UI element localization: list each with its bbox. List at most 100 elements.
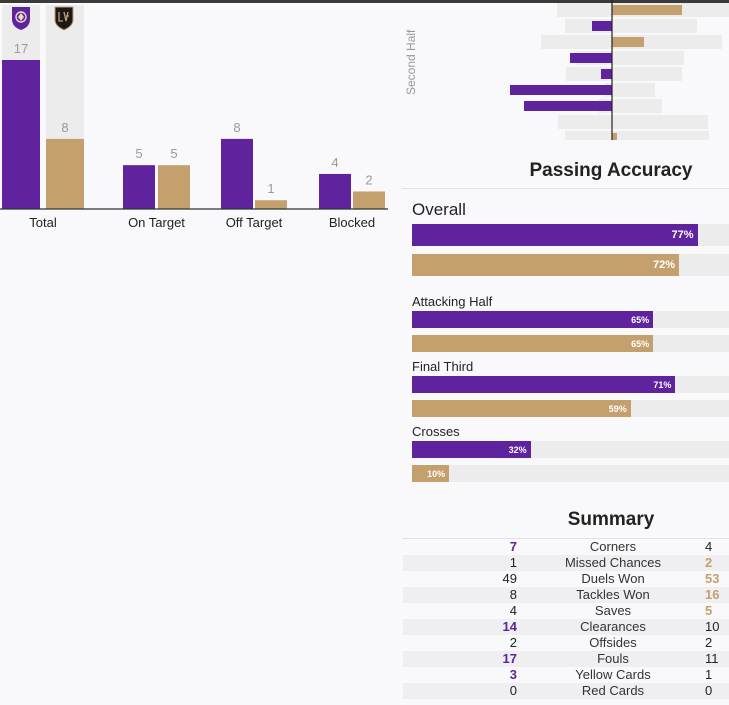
passing-group-label-2: Final Third	[412, 359, 474, 374]
shots-chart: 17 8 Total 5 5 On Target 8 1 Off Target 4 2 Blocked	[0, 5, 388, 230]
passing-value-home-1: 65%	[631, 314, 650, 325]
butterfly-track-away-1	[612, 19, 697, 33]
summary-row: 7 Corners 4	[403, 539, 729, 555]
butterfly-bar-home-6	[524, 101, 612, 111]
passing-group-label-3: Crosses	[412, 424, 460, 439]
summary-row: 2 Offsides 2	[403, 635, 729, 651]
summary-stat-label: Fouls	[597, 651, 629, 666]
butterfly-track-away-5	[612, 83, 655, 97]
passing-value-home-2: 71%	[653, 379, 672, 390]
summary-home-value: 3	[509, 667, 517, 682]
summary-away-value: 5	[705, 603, 713, 618]
summary-away-value: 1	[705, 667, 713, 682]
top-border	[0, 0, 729, 3]
second-half-label: Second Half	[404, 29, 418, 95]
summary-away-value: 16	[705, 587, 720, 602]
butterfly-bar-away-8	[612, 133, 617, 140]
shots-bar-away-3	[353, 191, 385, 209]
passing-fill-home-0: 77%	[412, 224, 698, 246]
shots-value-home-2: 8	[233, 120, 240, 135]
passing-fill-home-1: 65%	[412, 311, 654, 328]
lafc-crest-icon	[54, 6, 74, 31]
shots-value-home-0: 17	[14, 41, 28, 56]
summary-away-value: 2	[705, 555, 713, 570]
summary-stat-label: Corners	[589, 539, 637, 554]
summary-away-value: 53	[705, 571, 720, 586]
passing-value-away-2: 59%	[608, 403, 627, 414]
summary-row: 49 Duels Won 53	[403, 571, 729, 587]
butterfly-bar-home-4	[601, 69, 612, 79]
shots-value-away-0: 8	[61, 120, 68, 135]
passing-track-home-3: 32%	[412, 441, 729, 458]
summary-stat-label: Duels Won	[581, 571, 645, 586]
summary-home-value: 14	[502, 619, 517, 634]
passing-track-away-3: 10%	[412, 465, 729, 482]
summary-away-value: 0	[705, 683, 713, 698]
passing-track-home-0: 77%	[412, 224, 729, 246]
butterfly-bar-away-2	[612, 37, 644, 47]
butterfly-track-away-6	[612, 99, 662, 113]
summary-away-value: 4	[705, 539, 713, 554]
summary-row: 0 Red Cards 0	[403, 683, 729, 699]
shots-category-label-1: On Target	[128, 215, 185, 230]
passing-fill-away-1: 65%	[412, 335, 654, 352]
summary-row: 3 Yellow Cards 1	[403, 667, 729, 683]
summary-home-value: 2	[509, 635, 517, 650]
passing-fill-away-2: 59%	[412, 400, 631, 417]
butterfly-bar-away-0	[612, 5, 682, 15]
passing-track-away-2: 59%	[412, 400, 729, 417]
shots-bar-home-1	[123, 165, 155, 209]
butterfly-track-home-0	[557, 3, 612, 17]
summary-away-value: 10	[705, 619, 720, 634]
butterfly-bar-home-1	[592, 21, 612, 31]
butterfly-track-away-8	[612, 131, 709, 140]
summary-stat-label: Red Cards	[581, 683, 645, 698]
shots-bar-away-0	[46, 138, 84, 209]
summary-stat-label: Clearances	[580, 619, 646, 634]
shots-bar-home-3	[319, 173, 351, 209]
passing-fill-away-0: 72%	[412, 254, 680, 276]
summary-stat-label: Tackles Won	[576, 587, 650, 602]
summary-row: 8 Tackles Won 16	[403, 587, 729, 603]
passing-divider	[402, 188, 729, 189]
butterfly-track-away-7	[612, 115, 708, 129]
summary-stat-label: Offsides	[589, 635, 637, 650]
shots-value-away-1: 5	[170, 146, 177, 161]
shots-value-away-3: 2	[365, 172, 372, 187]
summary-home-value: 1	[509, 555, 517, 570]
summary-stat-label: Saves	[594, 603, 632, 618]
summary-home-value: 4	[509, 603, 517, 618]
shots-category-label-3: Blocked	[329, 215, 375, 230]
shots-bar-away-1	[158, 165, 190, 209]
summary-row: 17 Fouls 11	[403, 651, 729, 667]
butterfly-bar-home-5	[510, 85, 612, 95]
passing-value-away-3: 10%	[427, 468, 446, 479]
passing-track-home-2: 71%	[412, 376, 729, 393]
second-half-butterfly-chart	[510, 0, 729, 140]
butterfly-track-home-7	[558, 115, 612, 129]
passing-value-home-3: 32%	[508, 444, 527, 455]
shots-category-label-0: Total	[29, 215, 57, 230]
passing-track-away-0: 72%	[412, 254, 729, 276]
passing-fill-home-2: 71%	[412, 376, 676, 393]
summary-stat-label: Missed Chances	[564, 555, 662, 570]
summary-title: Summary	[567, 509, 655, 530]
summary-away-value: 2	[705, 635, 713, 650]
shots-value-home-1: 5	[135, 146, 142, 161]
summary-away-value: 11	[705, 651, 719, 666]
butterfly-track-home-4	[566, 67, 612, 81]
shots-value-home-3: 4	[331, 155, 338, 170]
butterfly-track-home-2	[541, 35, 612, 49]
summary-row: 14 Clearances 10	[403, 619, 729, 635]
butterfly-track-away-4	[612, 67, 682, 81]
shots-bar-away-2	[255, 200, 287, 209]
passing-track-away-1: 65%	[412, 335, 729, 352]
passing-value-away-0: 72%	[653, 259, 676, 271]
passing-track-home-1: 65%	[412, 311, 729, 328]
passing-fill-home-3: 32%	[412, 441, 531, 458]
summary-home-value: 8	[509, 587, 517, 602]
orlando-city-crest-icon	[12, 7, 30, 30]
summary-home-value: 0	[509, 683, 517, 698]
passing-fill-away-3: 10%	[412, 465, 450, 482]
passing-accuracy-title: Passing Accuracy	[529, 160, 693, 181]
